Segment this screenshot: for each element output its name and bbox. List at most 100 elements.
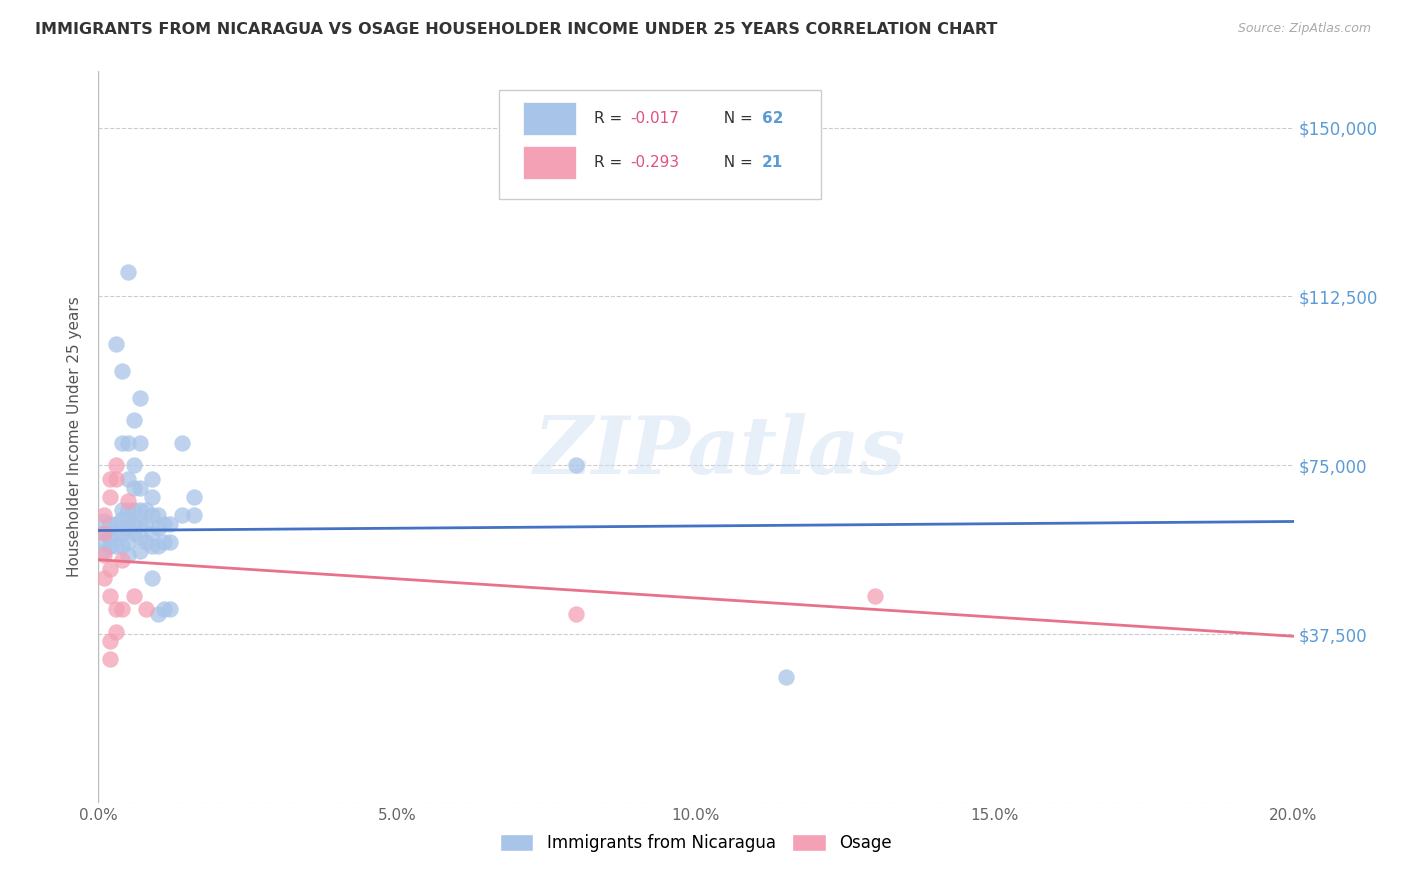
Point [148,607,170,621]
Point [775,670,797,684]
Point [105,472,128,486]
Point [93,534,115,549]
Text: IMMIGRANTS FROM NICARAGUA VS OSAGE HOUSEHOLDER INCOME UNDER 25 YEARS CORRELATION: IMMIGRANTS FROM NICARAGUA VS OSAGE HOUSE… [35,22,997,37]
Point [141,539,163,553]
Point [93,571,115,585]
Point [141,490,163,504]
Point [124,458,146,473]
Text: N =: N = [714,112,758,127]
Point [117,265,139,279]
Point [159,516,181,531]
Point [98,539,122,553]
Point [153,516,176,531]
Point [98,652,122,666]
Point [129,481,152,495]
Point [105,624,128,639]
Point [117,521,139,535]
Text: 21: 21 [762,155,783,170]
Point [98,516,122,531]
Point [93,543,115,558]
Text: N =: N = [714,155,758,170]
Text: 62: 62 [762,112,783,127]
Point [111,553,134,567]
Point [105,602,128,616]
Point [141,472,163,486]
Point [93,515,115,529]
Point [565,458,588,473]
Point [111,539,134,553]
Point [98,490,122,504]
Point [135,534,157,549]
Point [117,472,139,486]
Point [117,512,139,526]
Point [105,525,128,540]
Point [129,503,152,517]
Text: -0.017: -0.017 [630,112,679,127]
Point [111,503,134,517]
Point [865,589,887,603]
Point [93,525,115,540]
Point [111,602,134,616]
Point [124,525,146,540]
Point [98,589,122,603]
Point [105,539,128,553]
Point [135,516,157,531]
Text: -0.293: -0.293 [630,155,679,170]
Y-axis label: Householder Income Under 25 years: Householder Income Under 25 years [67,297,83,577]
Text: ZIPatlas: ZIPatlas [534,413,905,491]
Point [117,548,139,562]
Point [124,503,146,517]
Point [98,562,122,576]
Point [124,481,146,495]
Point [148,539,170,553]
Text: R =: R = [595,112,627,127]
Point [111,512,134,526]
Point [93,548,115,562]
Point [172,435,194,450]
Text: R =: R = [595,155,627,170]
Point [135,602,157,616]
Point [153,534,176,549]
Point [129,516,152,531]
FancyBboxPatch shape [499,90,821,200]
Point [141,508,163,522]
Point [117,534,139,549]
Point [117,503,139,517]
Point [183,490,205,504]
Point [148,521,170,535]
Point [129,435,152,450]
Point [111,364,134,378]
Point [141,525,163,540]
Bar [523,103,576,136]
Point [124,516,146,531]
Point [129,530,152,544]
Point [148,508,170,522]
Point [93,525,115,540]
Legend: Immigrants from Nicaragua, Osage: Immigrants from Nicaragua, Osage [492,825,900,860]
Point [98,633,122,648]
Bar [523,146,576,179]
Point [124,589,146,603]
Point [105,458,128,473]
Text: Source: ZipAtlas.com: Source: ZipAtlas.com [1237,22,1371,36]
Point [105,516,128,531]
Point [159,534,181,549]
Point [129,543,152,558]
Point [153,602,176,616]
Point [98,530,122,544]
Point [141,571,163,585]
Point [159,602,181,616]
Point [111,525,134,540]
Point [117,494,139,508]
Point [124,413,146,427]
Point [172,508,194,522]
Point [105,336,128,351]
Point [117,435,139,450]
Point [93,508,115,522]
Point [135,503,157,517]
Point [111,435,134,450]
Point [98,472,122,486]
Point [183,508,205,522]
Point [565,607,588,621]
Point [129,391,152,405]
